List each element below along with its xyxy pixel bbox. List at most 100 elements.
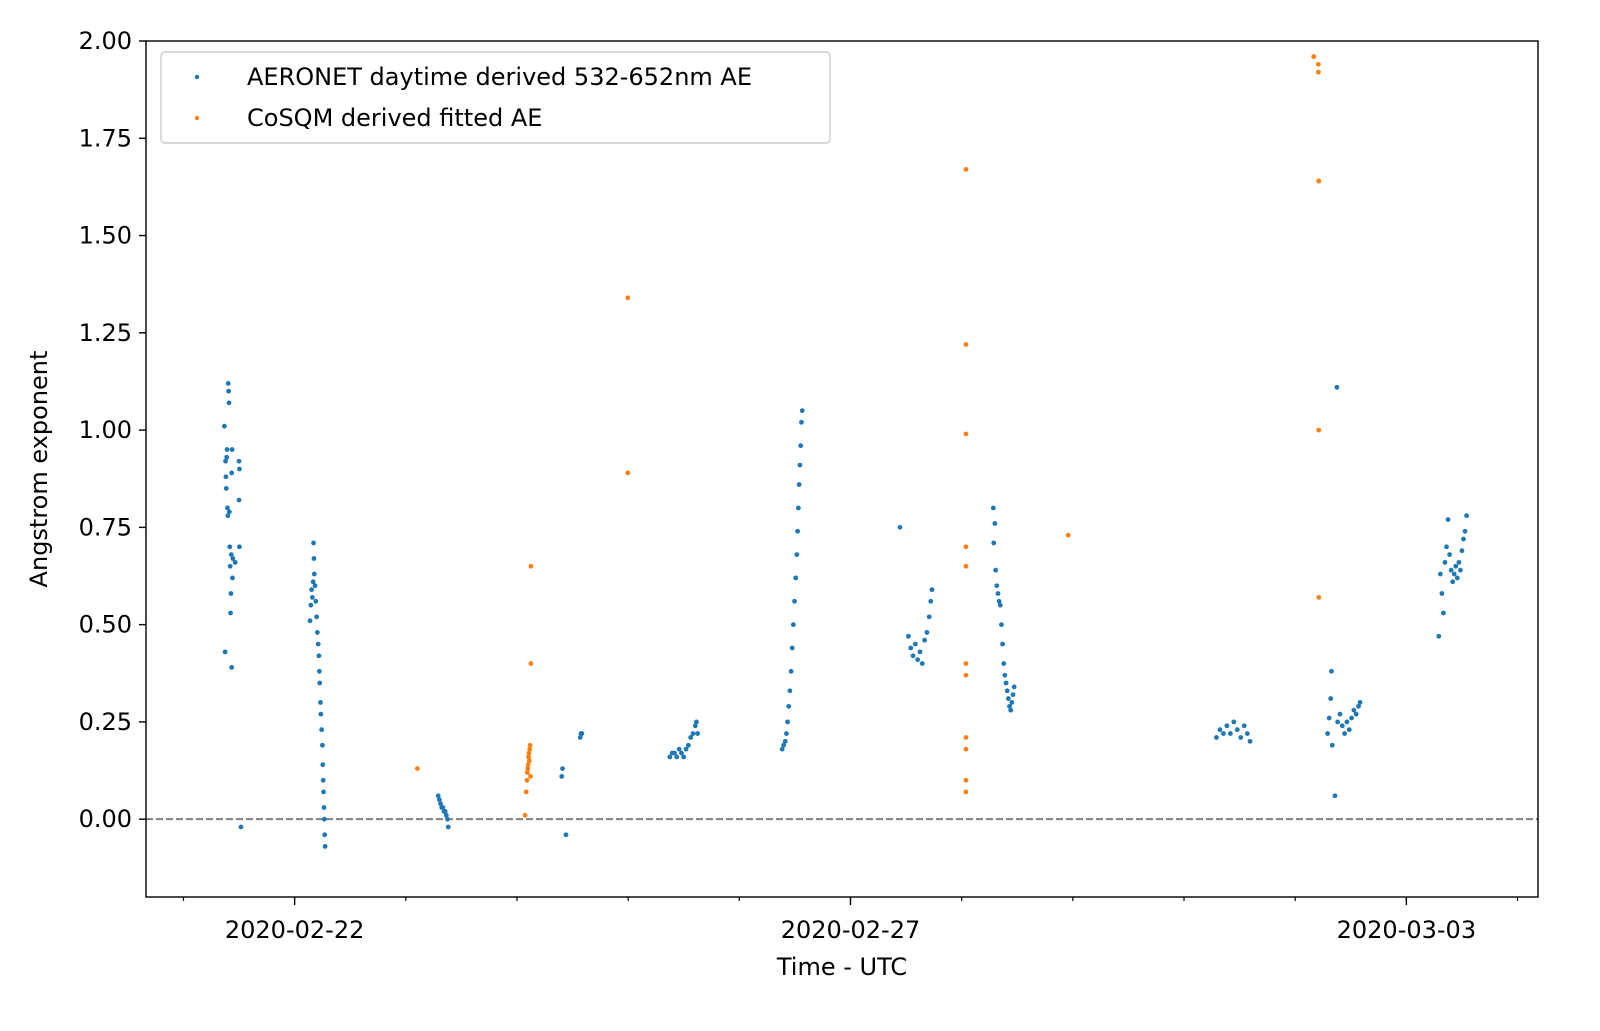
data-point — [910, 653, 916, 659]
data-point — [1008, 707, 1014, 713]
data-point — [226, 509, 232, 515]
data-point — [1461, 536, 1466, 542]
data-point — [312, 583, 318, 589]
data-point — [919, 661, 925, 666]
data-point — [1241, 723, 1247, 729]
data-point — [1005, 696, 1011, 701]
data-point — [994, 583, 1000, 589]
data-point — [905, 633, 911, 639]
data-point — [625, 470, 631, 476]
y-tick-label: 1.50 — [79, 222, 132, 250]
data-point — [445, 824, 451, 830]
data-point — [223, 486, 229, 491]
data-point — [963, 563, 969, 569]
data-point — [1450, 579, 1456, 585]
data-point — [1437, 571, 1443, 577]
data-point — [685, 742, 691, 748]
data-point — [926, 614, 932, 620]
y-tick-label: 1.75 — [79, 124, 132, 152]
data-point — [1220, 731, 1226, 736]
legend-entry-cosqm: CoSQM derived fitted AE — [247, 104, 542, 132]
data-point — [237, 466, 242, 472]
data-point — [1337, 711, 1343, 717]
data-point — [563, 832, 569, 838]
data-point — [320, 777, 326, 783]
data-point — [1332, 793, 1338, 799]
data-point — [1453, 563, 1459, 569]
data-point — [1326, 715, 1332, 721]
data-point — [1356, 703, 1361, 709]
data-point — [1003, 680, 1009, 686]
data-point — [794, 552, 800, 557]
data-point — [782, 738, 788, 744]
data-point — [525, 766, 531, 771]
data-point — [320, 762, 326, 768]
data-point — [1011, 684, 1017, 690]
data-point — [228, 610, 233, 616]
y-axis-label: Angstrom exponent — [25, 351, 53, 588]
data-point — [526, 758, 532, 764]
data-point — [321, 816, 327, 822]
data-point — [309, 587, 315, 593]
data-point — [222, 649, 228, 655]
data-point — [229, 447, 235, 452]
data-point — [310, 579, 316, 585]
data-point — [1004, 688, 1010, 694]
data-point — [559, 773, 565, 779]
y-tick-label: 0.00 — [79, 805, 132, 833]
data-point — [1459, 548, 1465, 554]
data-point — [1316, 427, 1322, 433]
data-point — [1448, 567, 1454, 573]
data-point — [1316, 595, 1322, 600]
data-point — [963, 544, 969, 550]
series-1 — [414, 54, 1322, 818]
data-point — [318, 700, 323, 705]
data-point — [560, 766, 565, 771]
plot-area — [145, 40, 1539, 898]
data-point — [793, 575, 799, 581]
data-point — [990, 505, 996, 511]
data-point — [528, 563, 534, 569]
data-point — [1311, 54, 1317, 59]
data-point — [322, 844, 328, 849]
plot-frame — [145, 40, 1539, 898]
data-point — [314, 614, 320, 620]
data-point — [1462, 528, 1468, 534]
data-point — [688, 735, 694, 740]
data-point — [321, 789, 326, 795]
data-point — [226, 400, 232, 406]
data-point — [784, 731, 789, 736]
data-point — [1247, 738, 1253, 744]
data-point — [223, 458, 228, 464]
data-point — [1447, 552, 1453, 557]
data-point — [225, 513, 231, 519]
data-point — [929, 587, 935, 593]
data-point — [523, 789, 529, 795]
data-point — [908, 645, 914, 651]
data-point — [1445, 517, 1451, 522]
data-point — [993, 567, 999, 573]
data-point — [579, 731, 585, 736]
data-point — [795, 528, 801, 534]
data-point — [522, 812, 528, 818]
data-point — [781, 742, 787, 748]
x-tick-label: 2020-03-03 — [1337, 916, 1476, 944]
legend-entry-aeronet: AERONET daytime derived 532-652nm AE — [247, 63, 752, 91]
data-point — [229, 470, 235, 476]
data-point — [695, 731, 701, 736]
x-axis: 2020-02-22 2020-02-27 2020-03-03 — [182, 897, 1519, 944]
data-point — [320, 742, 325, 748]
data-point — [1329, 668, 1334, 674]
y-tick-label: 2.00 — [79, 27, 132, 55]
data-point — [314, 630, 320, 635]
data-point — [1009, 700, 1015, 705]
data-point — [1464, 513, 1469, 519]
data-point — [225, 505, 230, 511]
data-point — [438, 801, 443, 807]
data-point — [577, 735, 583, 740]
data-point — [224, 454, 230, 460]
data-point — [792, 598, 797, 604]
data-point — [230, 556, 236, 561]
data-point — [683, 746, 689, 752]
